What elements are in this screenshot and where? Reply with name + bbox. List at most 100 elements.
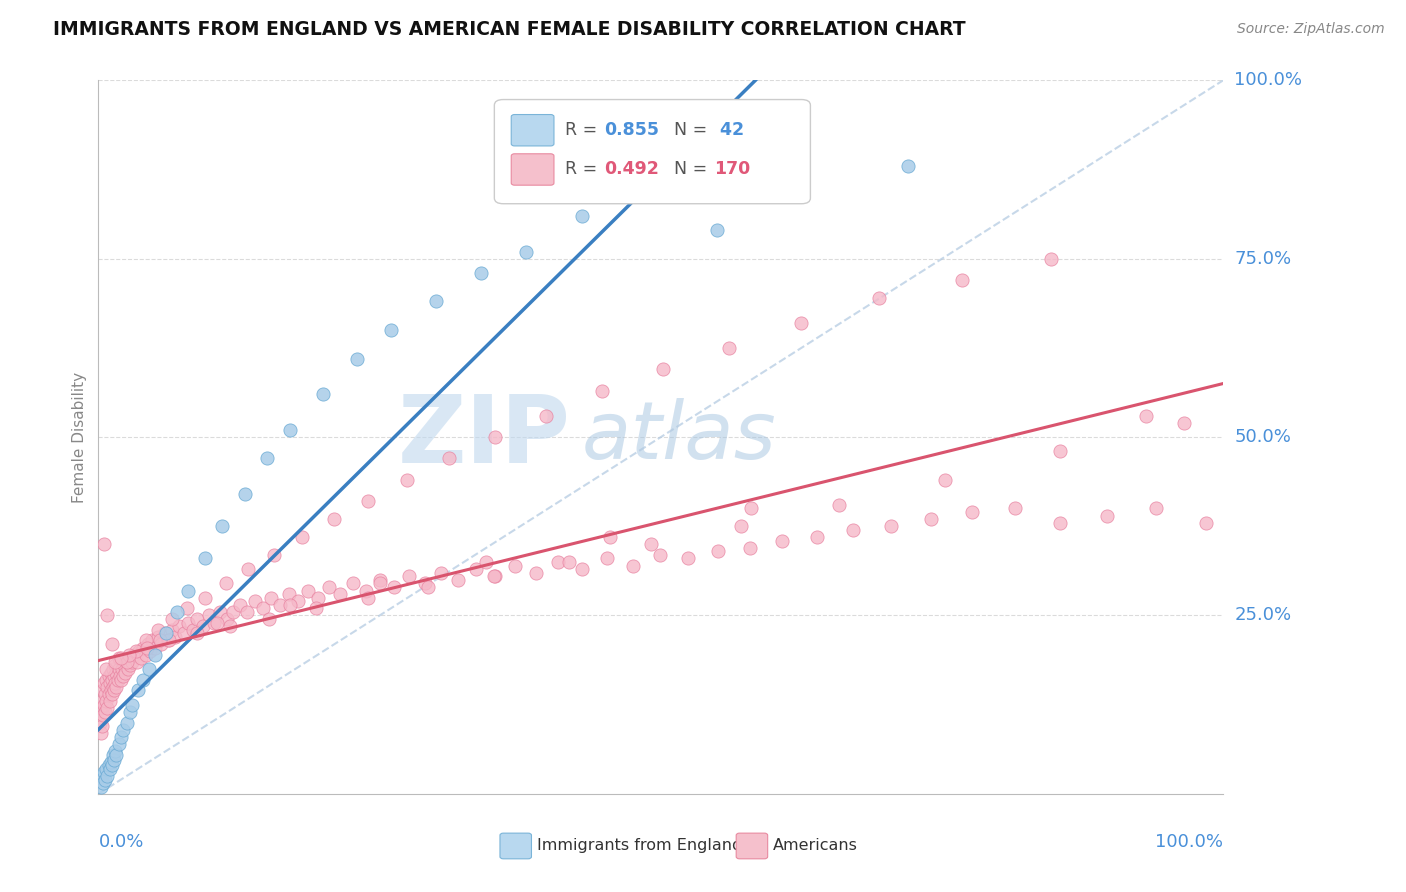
Point bbox=[920, 512, 942, 526]
Point bbox=[101, 680, 124, 694]
Point bbox=[139, 644, 162, 658]
Point bbox=[112, 723, 135, 737]
Point bbox=[484, 569, 506, 583]
Point bbox=[136, 637, 159, 651]
Point bbox=[90, 701, 112, 715]
Point bbox=[105, 680, 128, 694]
Point bbox=[599, 530, 621, 544]
Text: ZIP: ZIP bbox=[398, 391, 571, 483]
Point bbox=[146, 623, 169, 637]
Point bbox=[96, 662, 118, 676]
Text: N =: N = bbox=[675, 161, 713, 178]
Point bbox=[105, 747, 128, 762]
Point bbox=[278, 423, 301, 437]
Point bbox=[1144, 501, 1167, 516]
Point bbox=[880, 519, 903, 533]
Point bbox=[484, 430, 506, 444]
Point bbox=[104, 658, 127, 673]
Point bbox=[312, 387, 335, 401]
Point bbox=[160, 623, 183, 637]
Point bbox=[342, 576, 364, 591]
Point bbox=[91, 776, 114, 790]
FancyBboxPatch shape bbox=[501, 833, 531, 859]
Point bbox=[413, 576, 436, 591]
Point bbox=[127, 683, 149, 698]
Point bbox=[143, 648, 166, 662]
Point bbox=[202, 615, 225, 630]
Point bbox=[121, 698, 143, 712]
FancyBboxPatch shape bbox=[495, 100, 810, 203]
Point bbox=[98, 676, 121, 690]
Point bbox=[104, 744, 127, 758]
Point bbox=[107, 737, 129, 751]
Point bbox=[368, 576, 391, 591]
Point bbox=[291, 530, 314, 544]
Point bbox=[93, 765, 115, 780]
Point bbox=[842, 523, 865, 537]
Point bbox=[129, 651, 152, 665]
Text: 50.0%: 50.0% bbox=[1234, 428, 1291, 446]
Point bbox=[181, 623, 204, 637]
Text: Immigrants from England: Immigrants from England bbox=[537, 838, 742, 853]
Point bbox=[534, 409, 557, 423]
Point bbox=[357, 591, 380, 605]
Point bbox=[94, 687, 117, 701]
Point bbox=[706, 223, 728, 237]
Point bbox=[98, 694, 121, 708]
Point bbox=[368, 573, 391, 587]
Point bbox=[153, 626, 176, 640]
Point bbox=[107, 662, 129, 676]
Point bbox=[738, 541, 761, 555]
Point bbox=[98, 762, 121, 776]
Point bbox=[707, 544, 730, 558]
Point bbox=[101, 747, 124, 762]
Point bbox=[475, 555, 498, 569]
Point bbox=[157, 633, 180, 648]
Point bbox=[108, 669, 131, 683]
Point bbox=[149, 633, 172, 648]
Point bbox=[93, 537, 115, 551]
Point bbox=[322, 512, 344, 526]
Point bbox=[125, 655, 148, 669]
Text: 25.0%: 25.0% bbox=[1234, 607, 1292, 624]
FancyBboxPatch shape bbox=[737, 833, 768, 859]
Point bbox=[121, 655, 143, 669]
Text: atlas: atlas bbox=[582, 398, 778, 476]
Point bbox=[484, 569, 506, 583]
Point bbox=[90, 769, 112, 783]
Point bbox=[96, 762, 118, 776]
Text: 75.0%: 75.0% bbox=[1234, 250, 1292, 268]
Point bbox=[621, 558, 644, 573]
Text: R =: R = bbox=[565, 121, 603, 139]
Text: 0.492: 0.492 bbox=[605, 161, 659, 178]
Point bbox=[256, 451, 278, 466]
Point bbox=[110, 673, 132, 687]
Point bbox=[114, 665, 136, 680]
Point bbox=[307, 591, 329, 605]
Point bbox=[730, 519, 752, 533]
Point bbox=[1097, 508, 1119, 523]
Point bbox=[465, 562, 488, 576]
Point bbox=[118, 705, 141, 719]
Point bbox=[155, 626, 177, 640]
Point bbox=[652, 362, 675, 376]
Point bbox=[416, 580, 439, 594]
Point bbox=[219, 619, 242, 633]
Point bbox=[1040, 252, 1063, 266]
Point bbox=[439, 451, 461, 466]
Y-axis label: Female Disability: Female Disability bbox=[72, 371, 87, 503]
Point bbox=[1135, 409, 1157, 423]
Point bbox=[676, 551, 699, 566]
Point bbox=[596, 551, 619, 566]
Point bbox=[354, 583, 377, 598]
Point bbox=[96, 701, 118, 715]
Point bbox=[173, 626, 195, 640]
Point bbox=[395, 473, 418, 487]
Point bbox=[101, 687, 124, 701]
Point bbox=[934, 473, 956, 487]
Point bbox=[117, 662, 139, 676]
Point bbox=[243, 594, 266, 608]
Point bbox=[425, 294, 447, 309]
Point bbox=[107, 651, 129, 665]
Point bbox=[143, 640, 166, 655]
